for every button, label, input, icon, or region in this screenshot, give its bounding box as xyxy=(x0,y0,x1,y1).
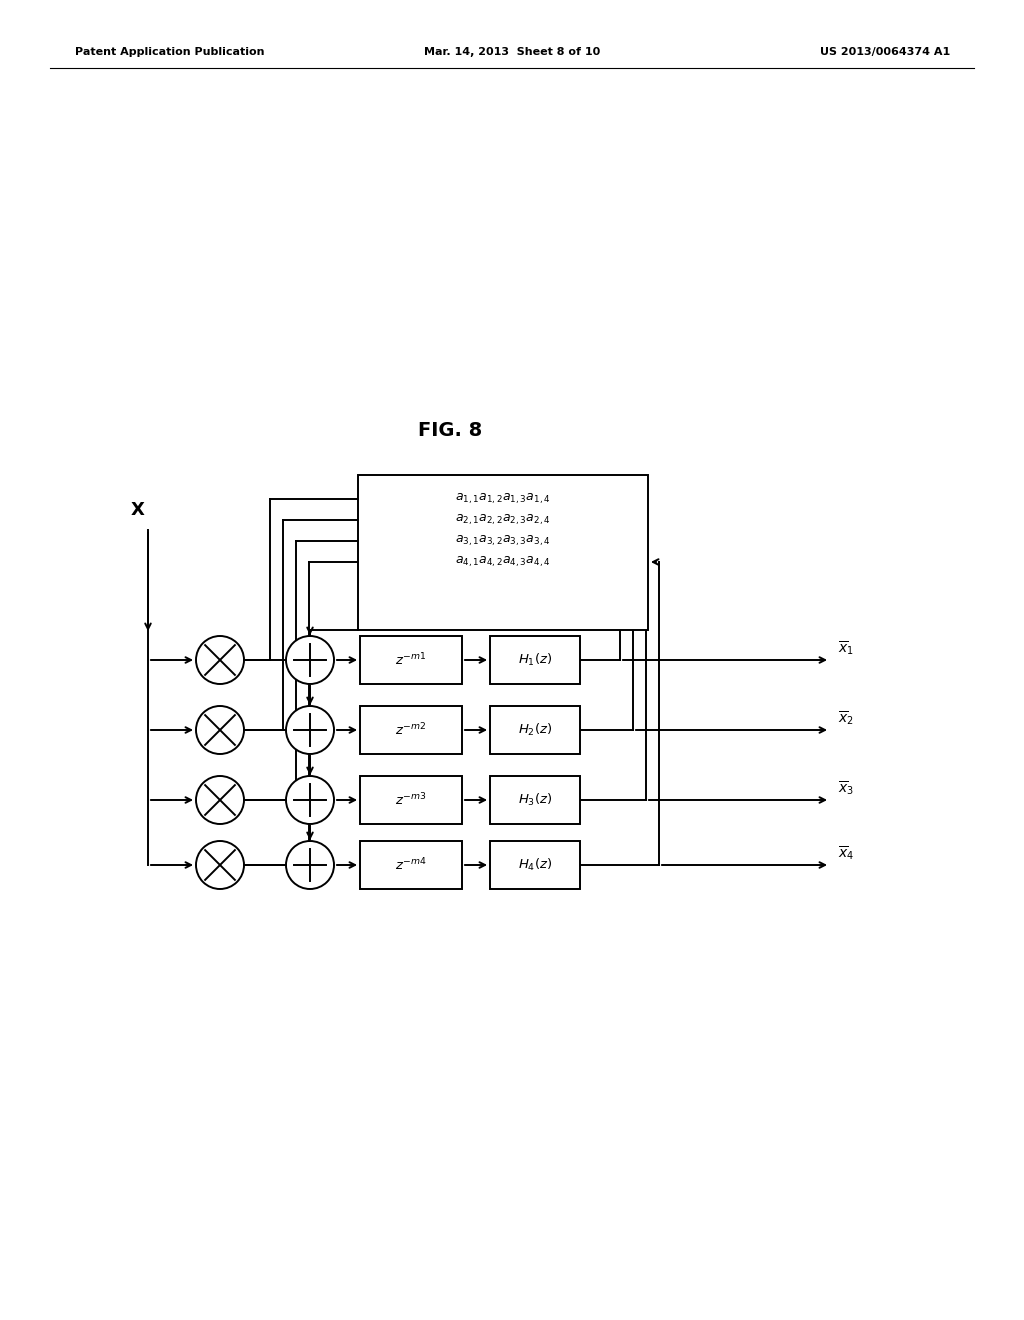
Text: $a_{3,1}a_{3,2}a_{3,3}a_{3,4}$: $a_{3,1}a_{3,2}a_{3,3}a_{3,4}$ xyxy=(456,533,551,548)
Text: $a_{2,1}a_{2,2}a_{2,3}a_{2,4}$: $a_{2,1}a_{2,2}a_{2,3}a_{2,4}$ xyxy=(456,512,551,527)
Bar xyxy=(490,776,580,824)
Bar xyxy=(358,475,648,630)
Circle shape xyxy=(286,776,334,824)
Text: US 2013/0064374 A1: US 2013/0064374 A1 xyxy=(820,48,950,57)
Text: $H_2(z)$: $H_2(z)$ xyxy=(518,722,552,738)
Circle shape xyxy=(196,776,244,824)
Circle shape xyxy=(286,636,334,684)
Circle shape xyxy=(286,706,334,754)
Text: Mar. 14, 2013  Sheet 8 of 10: Mar. 14, 2013 Sheet 8 of 10 xyxy=(424,48,600,57)
Text: $\overline{x}_4$: $\overline{x}_4$ xyxy=(838,843,854,862)
Text: $a_{1,1}a_{1,2}a_{1,3}a_{1,4}$: $a_{1,1}a_{1,2}a_{1,3}a_{1,4}$ xyxy=(456,492,551,506)
Text: $z^{-m2}$: $z^{-m2}$ xyxy=(395,722,427,738)
Bar xyxy=(490,636,580,684)
Bar xyxy=(360,776,462,824)
Bar xyxy=(360,841,462,888)
Text: FIG. 8: FIG. 8 xyxy=(418,421,482,440)
Text: Patent Application Publication: Patent Application Publication xyxy=(75,48,264,57)
Bar xyxy=(360,636,462,684)
Text: $\overline{x}_1$: $\overline{x}_1$ xyxy=(838,639,854,657)
Bar xyxy=(490,841,580,888)
Text: $\overline{x}_3$: $\overline{x}_3$ xyxy=(838,779,854,797)
Text: $H_4(z)$: $H_4(z)$ xyxy=(518,857,552,873)
Circle shape xyxy=(286,841,334,888)
Circle shape xyxy=(196,636,244,684)
Circle shape xyxy=(196,706,244,754)
Text: $H_3(z)$: $H_3(z)$ xyxy=(518,792,552,808)
Text: $a_{4,1}a_{4,2}a_{4,3}a_{4,4}$: $a_{4,1}a_{4,2}a_{4,3}a_{4,4}$ xyxy=(456,554,551,569)
Text: $z^{-m3}$: $z^{-m3}$ xyxy=(395,792,427,808)
Text: $H_1(z)$: $H_1(z)$ xyxy=(518,652,552,668)
Bar xyxy=(490,706,580,754)
Circle shape xyxy=(196,841,244,888)
Bar xyxy=(360,706,462,754)
Text: $\overline{x}_2$: $\overline{x}_2$ xyxy=(838,709,854,727)
Text: $z^{-m4}$: $z^{-m4}$ xyxy=(395,857,427,874)
Text: X: X xyxy=(131,502,145,519)
Text: $z^{-m1}$: $z^{-m1}$ xyxy=(395,652,427,668)
